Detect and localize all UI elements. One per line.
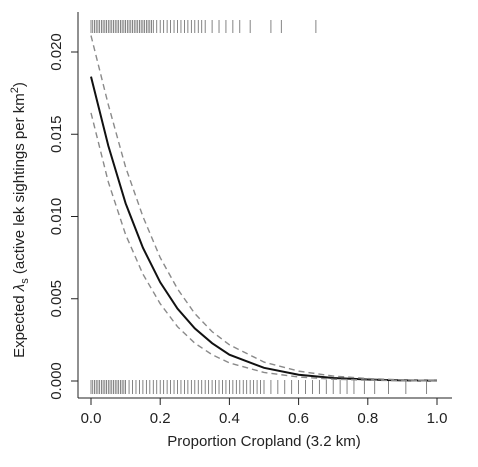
series-line-estimate <box>90 76 438 382</box>
y-tick-label: 0.020 <box>48 33 65 71</box>
y-axis-label-close: ) <box>11 82 28 87</box>
x-tick-label: 0.2 <box>150 410 171 427</box>
x-tick-label: 0.0 <box>81 410 102 427</box>
x-axis: 0.0 0.2 0.4 0.6 0.8 1.0 <box>81 398 448 427</box>
y-axis-label-suffix: (active lek sightings per km <box>11 93 28 278</box>
y-axis-label-superscript: 2 <box>9 87 21 93</box>
y-tick-label: 0.005 <box>48 280 65 318</box>
rug-top <box>90 20 317 33</box>
y-axis: 0.000 0.005 0.010 0.015 0.020 <box>48 33 78 400</box>
series-layer <box>90 35 438 382</box>
x-tick-label: 1.0 <box>427 410 448 427</box>
y-tick-label: 0.015 <box>48 115 65 153</box>
y-axis-label-prefix: Expected <box>11 291 28 358</box>
y-tick-label: 0.010 <box>48 198 65 236</box>
y-axis-label-symbol: λ <box>11 284 28 292</box>
y-axis-label-subscript: s <box>19 278 31 284</box>
x-axis-label: Proportion Cropland (3.2 km) <box>167 433 360 450</box>
series-line-lower <box>90 112 438 382</box>
y-tick-label: 0.000 <box>48 362 65 400</box>
rug-bottom <box>90 380 428 394</box>
y-axis-label: Expected λs (active lek sightings per km… <box>9 82 31 358</box>
x-tick-label: 0.4 <box>219 410 240 427</box>
x-tick-label: 0.8 <box>357 410 378 427</box>
plot-area <box>77 12 452 399</box>
x-tick-label: 0.6 <box>288 410 309 427</box>
series-line-upper <box>90 35 438 382</box>
